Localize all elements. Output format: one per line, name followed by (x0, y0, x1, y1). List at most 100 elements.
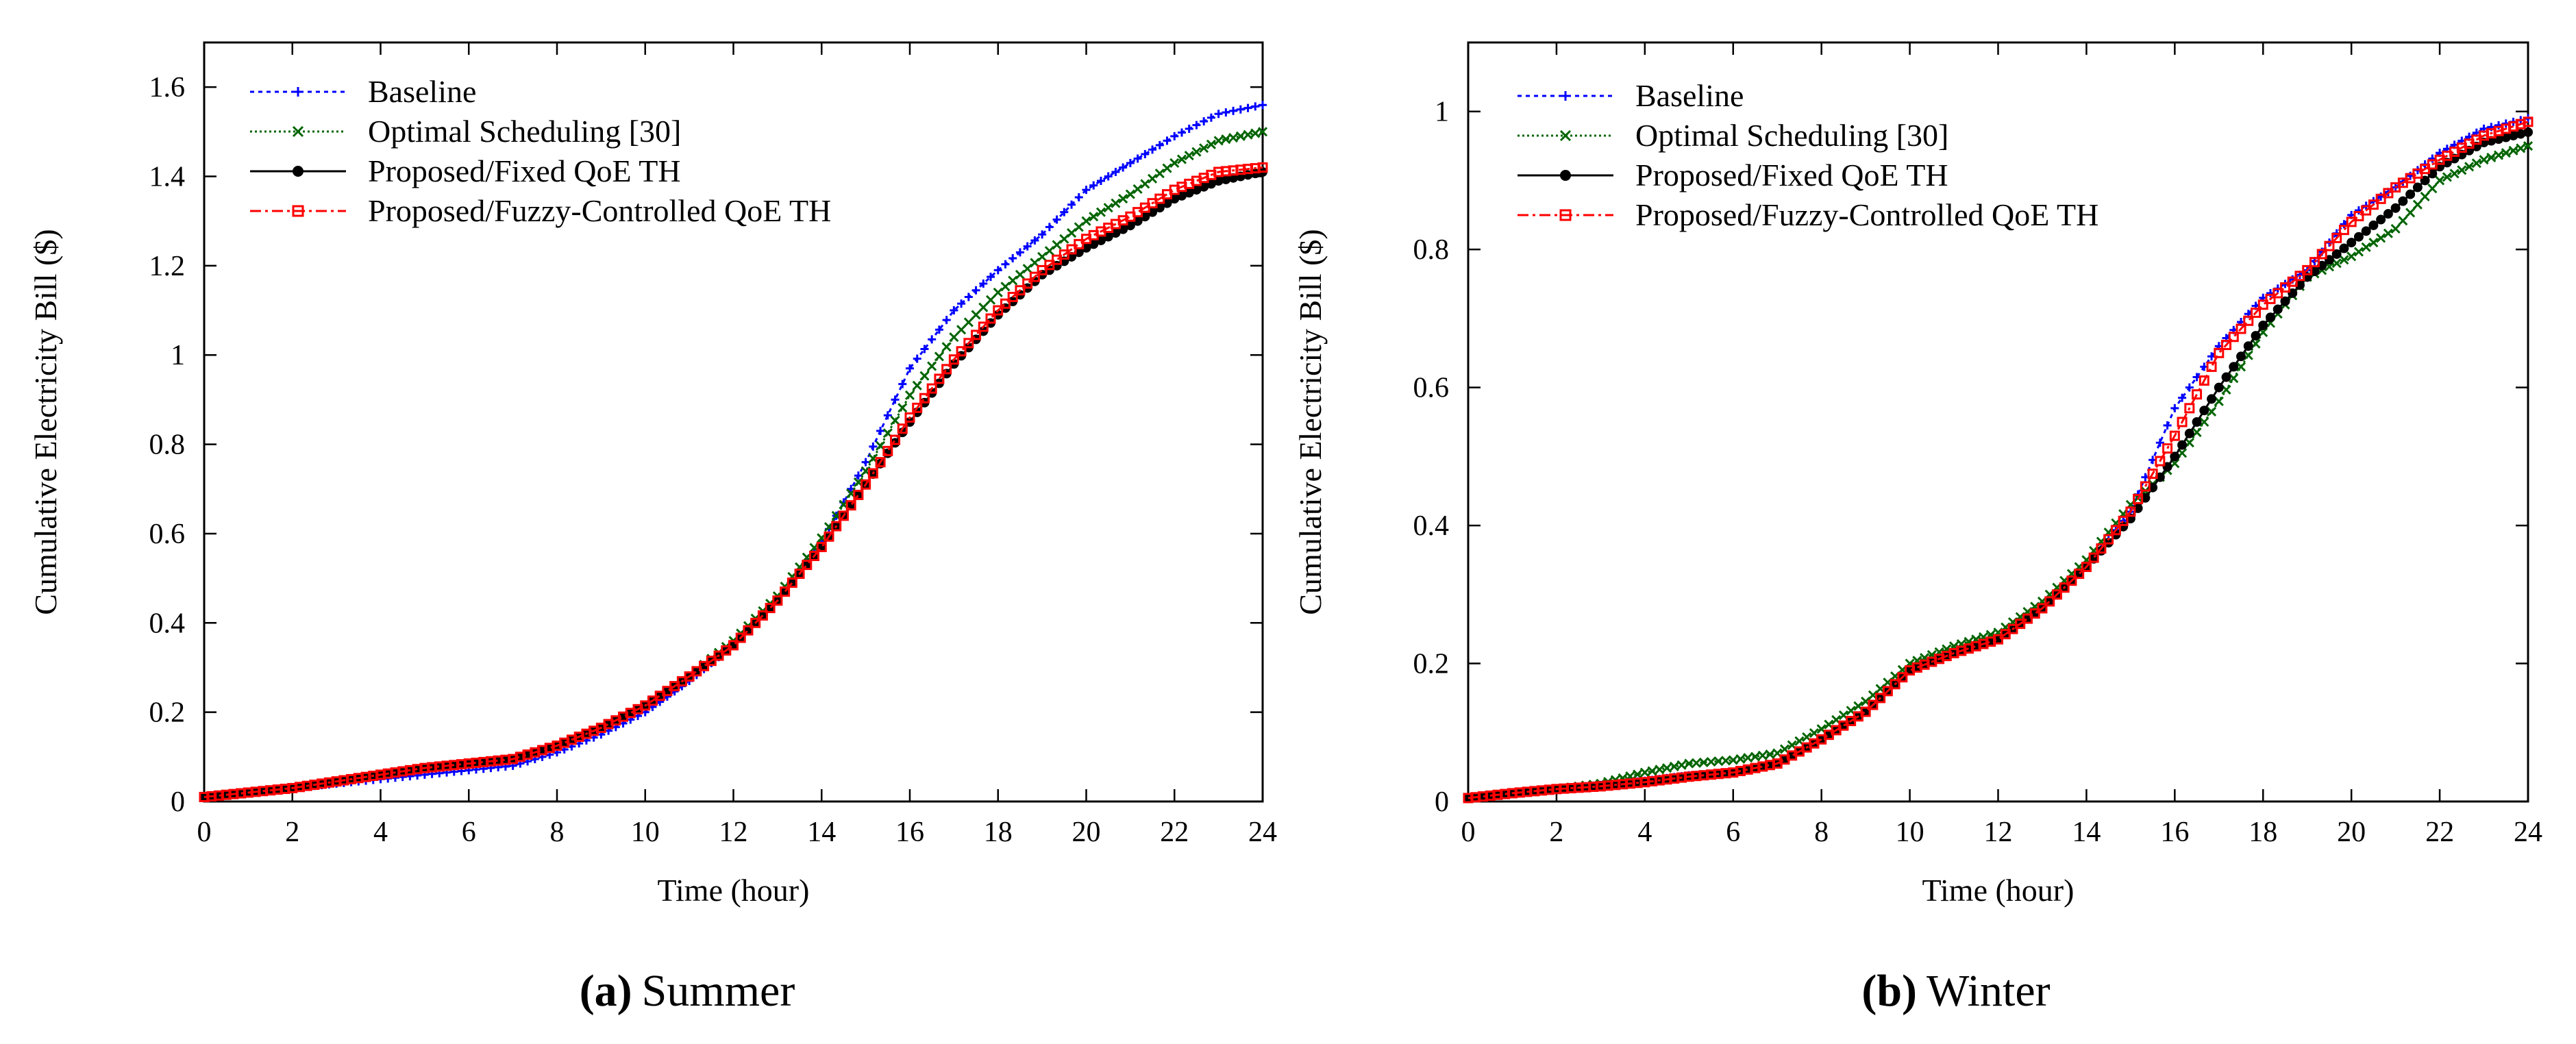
data-point (2353, 210, 2364, 221)
data-point (2265, 312, 2275, 323)
data-point (713, 650, 724, 661)
data-point (919, 393, 930, 403)
data-point (2096, 543, 2107, 554)
data-point (2346, 238, 2357, 248)
data-point (2251, 331, 2261, 341)
data-point (2110, 525, 2121, 536)
data-point (1868, 699, 1879, 710)
data-point (706, 656, 717, 667)
data-point (2163, 421, 2172, 430)
data-point (1669, 761, 1679, 772)
data-point (1119, 163, 1128, 172)
x-tick-label: 14 (807, 817, 836, 848)
data-point (772, 595, 783, 606)
data-point (2331, 249, 2342, 259)
data-point (2081, 562, 2092, 573)
caption-letter: (a) (580, 966, 632, 1016)
data-point (2523, 116, 2534, 127)
x-tick-label: 10 (1896, 817, 1924, 848)
data-point (728, 640, 739, 651)
data-point (802, 560, 813, 571)
data-point (912, 380, 922, 390)
y-tick-label: 0.8 (1413, 234, 1450, 266)
data-point (875, 457, 886, 468)
data-point (2088, 552, 2099, 563)
data-point (971, 330, 982, 340)
y-tick-label: 0 (171, 786, 185, 818)
data-point (1096, 177, 1105, 186)
data-point (2361, 205, 2372, 216)
x-tick-label: 4 (373, 817, 388, 848)
data-point (2258, 320, 2268, 330)
data-point (1154, 169, 1165, 179)
data-point (809, 551, 820, 562)
data-point (1993, 634, 2003, 645)
data-point (2162, 462, 2172, 472)
data-point (2162, 443, 2173, 454)
data-point (2199, 375, 2209, 386)
data-point (1111, 198, 1121, 208)
chart-panel-winter: 0 2 4 6 8 10 12 14 16 18 20 22 2400.20.40.60.81Time … (1293, 41, 2542, 908)
data-point (1897, 672, 1908, 683)
data-point (2279, 282, 2290, 293)
data-point (1184, 151, 1194, 161)
x-tick-label: 2 (1549, 817, 1563, 848)
data-point (735, 632, 746, 643)
data-point (1007, 292, 1018, 303)
x-tick-label: 16 (2160, 817, 2189, 848)
data-point (2155, 438, 2164, 447)
data-point (897, 403, 908, 413)
data-point (2471, 158, 2481, 169)
data-point (2294, 271, 2305, 282)
data-point (2169, 430, 2180, 441)
data-point (987, 273, 995, 282)
x-tick-label: 24 (2514, 817, 2542, 848)
x-axis-title: Time (hour) (1922, 873, 2075, 908)
data-point (2125, 506, 2136, 517)
data-point (794, 569, 805, 580)
data-point (1192, 121, 1201, 129)
data-point (2324, 255, 2334, 265)
data-point (1647, 766, 1657, 776)
data-point (2523, 141, 2534, 151)
y-tick-label: 1.2 (149, 251, 186, 282)
data-point (2192, 389, 2203, 400)
data-point (1176, 154, 1187, 164)
data-point (1008, 254, 1017, 263)
data-point (831, 521, 842, 532)
data-point (743, 625, 754, 636)
x-tick-label: 0 (1461, 817, 1476, 848)
data-point (2331, 232, 2342, 243)
data-point (1095, 207, 1106, 217)
y-tick-label: 1 (171, 340, 185, 371)
legend-marker (293, 166, 304, 177)
data-point (1132, 184, 1143, 195)
x-tick-label: 10 (631, 817, 660, 848)
data-point (2236, 323, 2246, 334)
data-point (890, 415, 900, 425)
caption-text: Winter (1927, 966, 2051, 1016)
data-point (912, 402, 923, 413)
data-point (904, 412, 915, 423)
data-point (1235, 131, 1246, 141)
legend-label: Proposed/Fuzzy-Controlled QoE TH (368, 193, 831, 228)
data-point (2184, 403, 2195, 414)
data-point (1163, 136, 1172, 145)
data-point (2229, 373, 2239, 384)
data-point (2324, 262, 2335, 272)
data-point (2457, 165, 2467, 175)
data-point (906, 364, 914, 373)
caption-winter: (b) Winter (1861, 966, 2050, 1016)
data-point (1067, 200, 1076, 209)
data-point (1199, 143, 1209, 153)
data-point (979, 279, 988, 288)
data-point (2449, 169, 2460, 179)
data-point (2251, 308, 2262, 319)
data-point (1177, 128, 1186, 137)
data-point (1074, 238, 1085, 249)
data-point (2140, 481, 2151, 492)
data-point (2442, 172, 2452, 182)
legend-label: Proposed/Fixed QoE TH (1635, 158, 1948, 192)
data-point (2353, 247, 2364, 257)
x-tick-label: 8 (1814, 817, 1829, 848)
